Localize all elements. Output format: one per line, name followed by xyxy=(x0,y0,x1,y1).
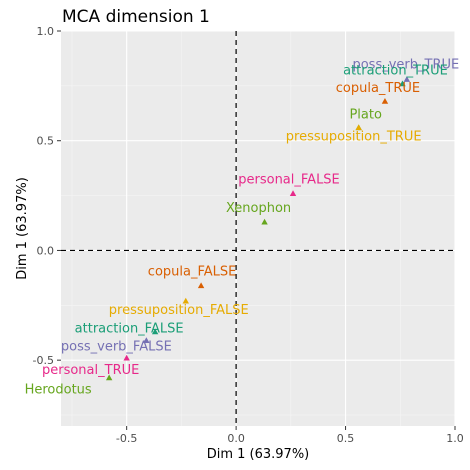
point-marker xyxy=(123,354,130,361)
axis-ticks: -0.5 0.0 0.5 1.0 -0.5 0.0 0.5 1.0 xyxy=(33,25,464,445)
point-label: personal_FALSE xyxy=(238,172,340,187)
point-label: personal_TRUE xyxy=(42,363,139,378)
data-points xyxy=(105,76,411,381)
x-tick-label: 0.0 xyxy=(227,432,245,445)
y-axis-title: Dim 1 (63.97%) xyxy=(15,177,30,280)
point-marker xyxy=(355,124,362,131)
y-tick-label: 0.5 xyxy=(37,135,55,148)
point-label: Herodotus xyxy=(25,383,92,398)
point-label: copula_TRUE xyxy=(336,81,420,96)
x-tick-label: 0.5 xyxy=(337,432,355,445)
point-label: attraction_TRUE xyxy=(343,64,448,79)
point-marker xyxy=(381,98,389,104)
point-label: poss_verb_TRUE xyxy=(352,57,459,72)
point-label: attraction_FALSE xyxy=(75,322,184,337)
y-tick-label: 1.0 xyxy=(37,25,55,38)
point-label: Xenophon xyxy=(226,201,291,216)
point-marker xyxy=(289,190,297,196)
x-tick-label: -0.5 xyxy=(116,432,137,445)
chart-title: MCA dimension 1 xyxy=(62,7,210,27)
x-tick-label: 1.0 xyxy=(446,432,464,445)
point-marker xyxy=(143,337,150,343)
point-marker xyxy=(182,297,189,304)
point-marker xyxy=(197,282,205,289)
y-tick-label: 0.0 xyxy=(37,244,55,257)
point-marker xyxy=(151,328,159,335)
point-marker xyxy=(399,80,406,87)
point-label: pressuposition_TRUE xyxy=(286,130,422,145)
x-axis-title: Dim 1 (63.97%) xyxy=(207,447,310,462)
point-label: poss_verb_FALSE xyxy=(61,339,172,354)
point-marker xyxy=(403,76,411,82)
point-marker xyxy=(261,218,268,225)
point-label: copula_FALSE xyxy=(148,265,237,280)
grid-lines xyxy=(61,30,456,426)
y-tick-label: -0.5 xyxy=(33,354,54,367)
point-label: Plato xyxy=(349,108,382,123)
reference-lines xyxy=(61,31,455,426)
point-label: pressuposition_FALSE xyxy=(109,303,249,318)
point-marker xyxy=(105,374,113,381)
